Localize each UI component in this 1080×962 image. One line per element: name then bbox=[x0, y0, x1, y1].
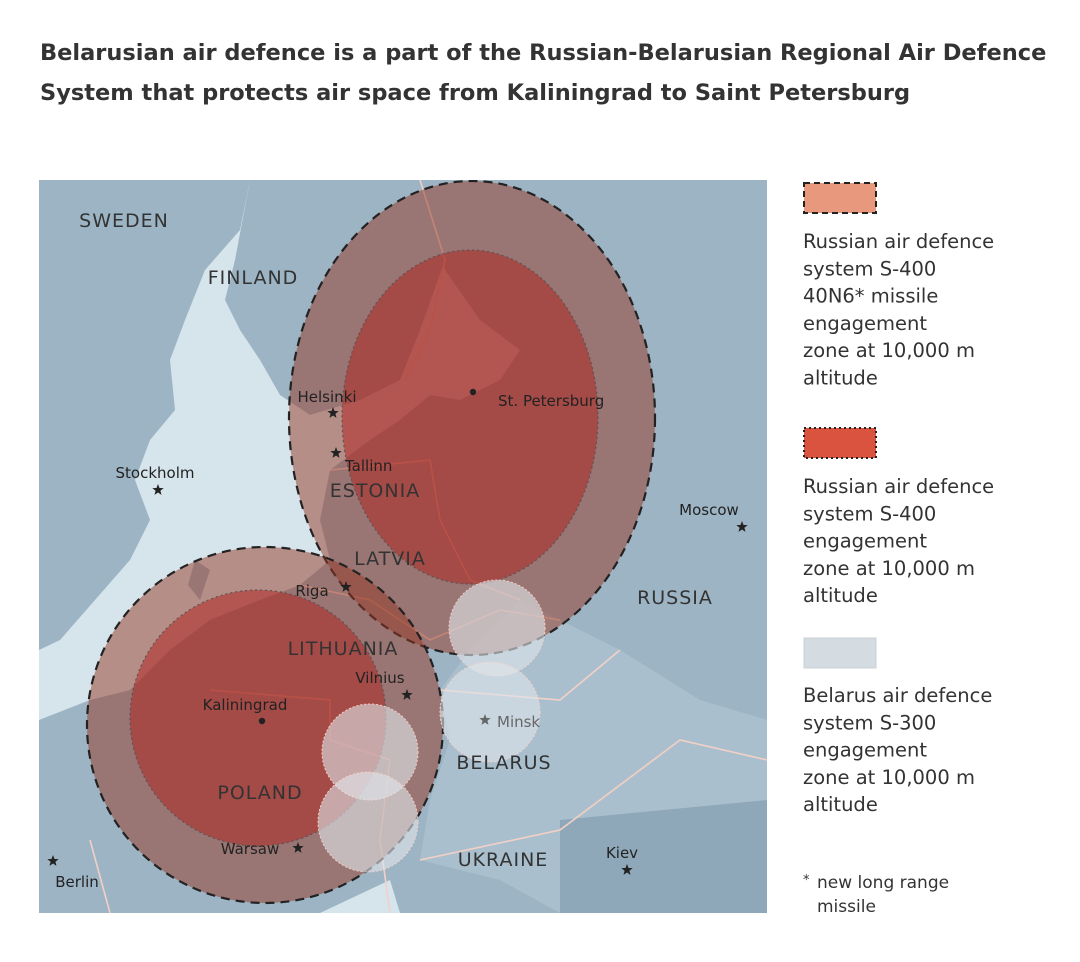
legend-text: Belarus air defence bbox=[803, 684, 992, 707]
country-label: FINLAND bbox=[208, 267, 299, 289]
country-label: UKRAINE bbox=[458, 849, 549, 871]
legend-text: system S-400 bbox=[803, 502, 936, 525]
city-marker bbox=[258, 717, 266, 725]
country-label: BELARUS bbox=[456, 752, 551, 774]
footnote-text: missile bbox=[817, 897, 876, 917]
legend-text: engagement bbox=[803, 739, 927, 762]
city-marker bbox=[330, 447, 342, 458]
city-label: Warsaw bbox=[221, 840, 280, 858]
legend-text: altitude bbox=[803, 793, 878, 816]
city-marker bbox=[47, 855, 59, 866]
title: Belarusian air defence is a part of the … bbox=[40, 40, 1046, 106]
country-label: LITHUANIA bbox=[288, 638, 399, 660]
legend-text: Russian air defence bbox=[803, 475, 994, 498]
legend-text: zone at 10,000 m bbox=[803, 557, 975, 580]
city-label: Minsk bbox=[497, 713, 540, 731]
title-line: Belarusian air defence is a part of the … bbox=[40, 40, 1046, 66]
legend-text: zone at 10,000 m bbox=[803, 766, 975, 789]
legend-text: zone at 10,000 m bbox=[803, 339, 975, 362]
city-label: Berlin bbox=[55, 873, 99, 891]
legend-text: system S-300 bbox=[803, 711, 936, 734]
city-label: Helsinki bbox=[297, 388, 356, 406]
legend-text: altitude bbox=[803, 367, 878, 390]
legend-swatch bbox=[803, 637, 877, 669]
legend-text: Russian air defence bbox=[803, 230, 994, 253]
zone-s400 bbox=[341, 249, 599, 585]
s400-zones bbox=[129, 249, 599, 847]
city-marker bbox=[292, 842, 304, 853]
zone-s300 bbox=[448, 579, 546, 677]
city-label: Riga bbox=[295, 582, 328, 600]
city-marker bbox=[152, 484, 164, 495]
legend-text: system S-400 bbox=[803, 257, 936, 280]
city-marker bbox=[327, 407, 339, 418]
legend-swatch bbox=[803, 182, 877, 214]
footnote-marker: * bbox=[803, 873, 810, 888]
country-label: SWEDEN bbox=[79, 210, 169, 232]
legend-swatch bbox=[803, 427, 877, 459]
footnote-text: new long range bbox=[817, 873, 949, 893]
legend-text: engagement bbox=[803, 312, 927, 335]
legend-text: 40N6* missile bbox=[803, 285, 938, 308]
legend-text: engagement bbox=[803, 530, 927, 553]
city-label: Kiev bbox=[606, 844, 638, 862]
city-marker bbox=[736, 521, 748, 532]
country-label: RUSSIA bbox=[637, 587, 713, 609]
city-marker bbox=[469, 388, 477, 396]
country-label: POLAND bbox=[217, 782, 302, 804]
s300-zones bbox=[317, 579, 546, 873]
city-marker bbox=[401, 689, 413, 700]
legend: Russian air defence system S-400 40N6* mis… bbox=[803, 182, 994, 917]
map: SWEDEN FINLAND ESTONIA LATVIA LITHUANIA POLAN… bbox=[39, 180, 767, 913]
country-label: LATVIA bbox=[354, 548, 426, 570]
zone-s300 bbox=[439, 661, 541, 763]
city-marker bbox=[479, 714, 491, 725]
title-line: System that protects air space from Kali… bbox=[40, 80, 910, 106]
city-label: St. Petersburg bbox=[498, 392, 604, 410]
city-label: Tallinn bbox=[344, 457, 392, 475]
city-marker bbox=[340, 581, 352, 592]
city-label: Vilnius bbox=[355, 669, 404, 687]
city-marker bbox=[621, 864, 633, 875]
city-label: Stockholm bbox=[116, 464, 195, 482]
city-label: Kaliningrad bbox=[203, 696, 288, 714]
legend-text: altitude bbox=[803, 584, 878, 607]
country-label: ESTONIA bbox=[330, 480, 420, 502]
zone-s300 bbox=[317, 771, 419, 873]
zone-s300 bbox=[321, 703, 419, 801]
city-label: Moscow bbox=[679, 501, 739, 519]
